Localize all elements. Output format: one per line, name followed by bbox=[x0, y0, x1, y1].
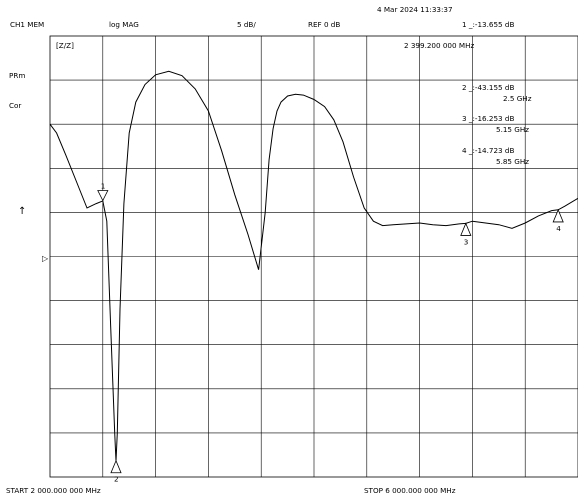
marker-2[interactable]: 2 bbox=[110, 459, 122, 484]
marker3-readout: 3 _:-16.253 dB bbox=[462, 114, 514, 123]
plot-grid bbox=[50, 36, 578, 477]
format-label: log MAG bbox=[109, 20, 139, 29]
plot-frame bbox=[49, 35, 578, 478]
start-frequency: START 2 000.000 000 MHz bbox=[6, 486, 101, 495]
marker1-readout: 1 _:-13.655 dB bbox=[462, 20, 514, 29]
reference-pointer-icon: ▷ bbox=[42, 254, 49, 263]
marker-number: 1 bbox=[101, 182, 106, 191]
marker-number: 3 bbox=[464, 237, 469, 246]
scale-label: 5 dB/ bbox=[237, 20, 256, 29]
marker-layer: 1 2 3 4 bbox=[97, 182, 564, 484]
channel-label: CH1 MEM bbox=[10, 20, 44, 29]
prm-label: PRm bbox=[9, 71, 25, 80]
trace-line bbox=[49, 70, 578, 462]
stop-frequency: STOP 6 000.000 000 MHz bbox=[364, 486, 456, 495]
marker2-readout: 2 _:-43.155 dB bbox=[462, 83, 514, 92]
box-label: [Z/Z] bbox=[56, 41, 74, 50]
marker-triangle-icon bbox=[97, 190, 109, 202]
marker1-frequency: 2 399.200 000 MHz bbox=[404, 41, 474, 50]
marker3-frequency: 5.15 GHz bbox=[496, 125, 529, 134]
marker-triangle-icon bbox=[110, 459, 122, 474]
marker4-readout: 4 _:-14.723 dB bbox=[462, 146, 514, 155]
cor-label: Cor bbox=[9, 101, 21, 110]
marker-triangle-icon bbox=[552, 208, 564, 223]
marker-4[interactable]: 4 bbox=[552, 208, 564, 233]
timestamp: 4 Mar 2024 11:33:37 bbox=[377, 5, 453, 14]
scale-arrow-icon: ↑ bbox=[18, 206, 26, 217]
marker-1[interactable]: 1 bbox=[97, 182, 109, 202]
marker4-frequency: 5.85 GHz bbox=[496, 157, 529, 166]
reference-label: REF 0 dB bbox=[308, 20, 340, 29]
marker-number: 4 bbox=[556, 224, 561, 233]
marker2-frequency: 2.5 GHz bbox=[503, 94, 532, 103]
marker-number: 2 bbox=[114, 475, 119, 484]
marker-3[interactable]: 3 bbox=[460, 222, 472, 246]
marker-triangle-icon bbox=[460, 222, 472, 236]
